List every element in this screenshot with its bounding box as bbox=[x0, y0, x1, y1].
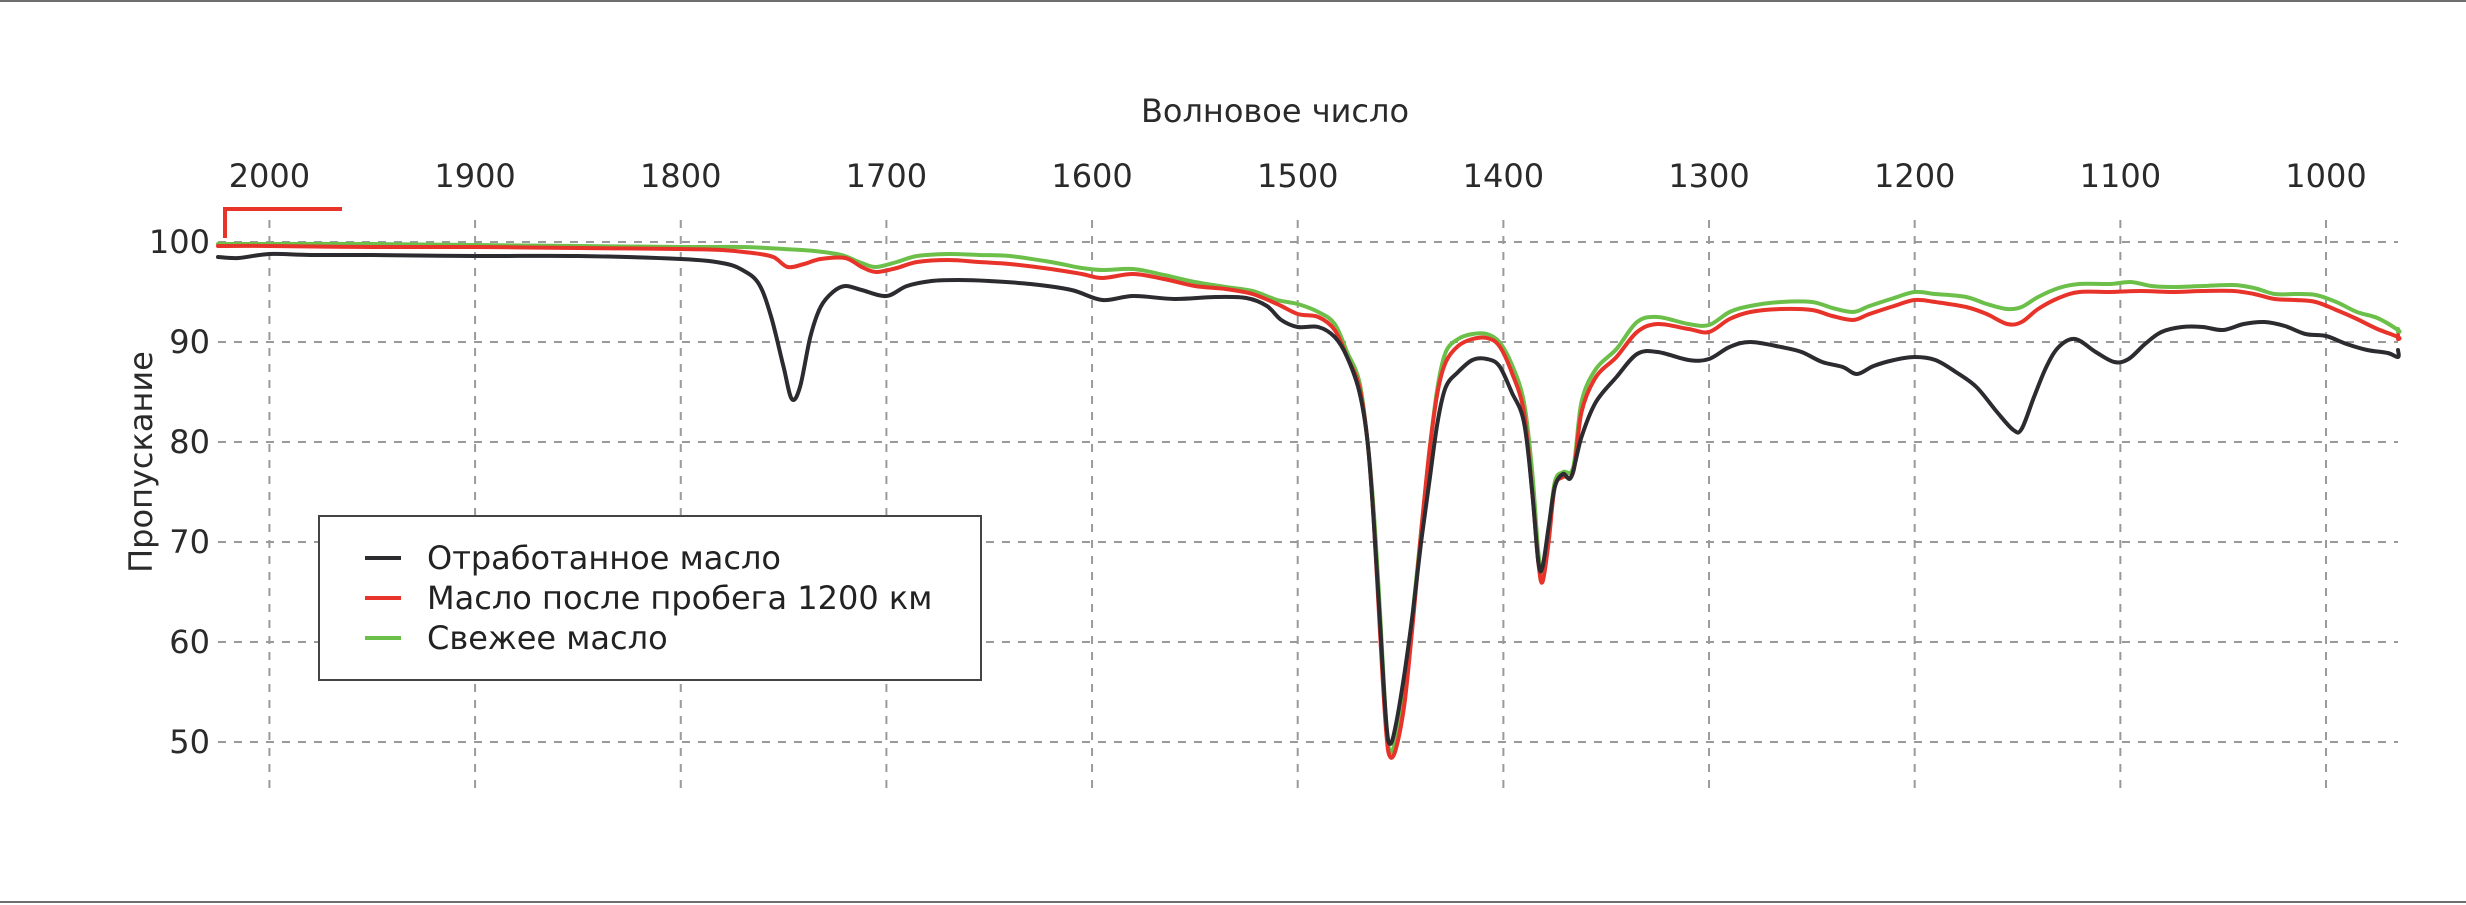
y-tick-label-50: 50 bbox=[169, 723, 210, 761]
red-corner-marker bbox=[223, 207, 342, 238]
x-tick-labels: 2000 1900 1800 1700 1600 1500 1400 1300 1200 1100… bbox=[229, 157, 2367, 195]
grid-lines bbox=[218, 220, 2398, 794]
x-tick-label-1400: 1400 bbox=[1463, 157, 1544, 195]
x-tick-label-1500: 1500 bbox=[1257, 157, 1338, 195]
y-tick-labels: 50 60 70 80 90 100 bbox=[149, 223, 210, 761]
y-tick-label-70: 70 bbox=[169, 523, 210, 561]
y-tick-label-80: 80 bbox=[169, 423, 210, 461]
y-tick-label-60: 60 bbox=[169, 623, 210, 661]
x-tick-label-1700: 1700 bbox=[846, 157, 927, 195]
legend-box bbox=[318, 515, 982, 681]
legend-label-oil-1200km: Масло после пробега 1200 км bbox=[427, 579, 932, 617]
y-axis-title: Пропускание bbox=[122, 351, 160, 573]
y-tick-label-90: 90 bbox=[169, 323, 210, 361]
x-tick-label-2000: 2000 bbox=[229, 157, 310, 195]
series-line-oil-1200km bbox=[216, 243, 2402, 760]
x-tick-label-1100: 1100 bbox=[2080, 157, 2161, 195]
x-tick-label-1300: 1300 bbox=[1668, 157, 1749, 195]
y-tick-label-100: 100 bbox=[149, 223, 210, 261]
legend: Отработанное масло Масло после пробега 1… bbox=[318, 515, 982, 681]
x-tick-label-1200: 1200 bbox=[1874, 157, 1955, 195]
x-tick-label-1000: 1000 bbox=[2285, 157, 2366, 195]
x-tick-label-1600: 1600 bbox=[1051, 157, 1132, 195]
x-tick-label-1900: 1900 bbox=[434, 157, 515, 195]
legend-label-used-oil: Отработанное масло bbox=[427, 539, 781, 577]
legend-label-fresh-oil: Свежее масло bbox=[427, 619, 668, 657]
x-tick-label-1800: 1800 bbox=[640, 157, 721, 195]
series-lines bbox=[216, 241, 2402, 760]
series-line-fresh-oil bbox=[216, 241, 2402, 755]
x-axis-title: Волновое число bbox=[1141, 92, 1409, 130]
series-line-used-oil bbox=[216, 251, 2401, 746]
